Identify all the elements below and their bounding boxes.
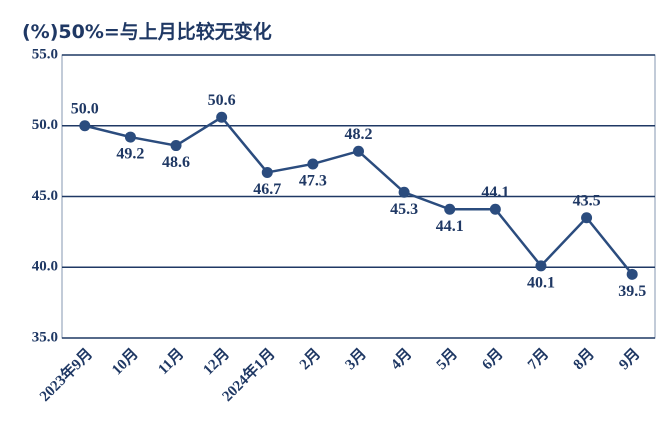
point <box>489 203 501 215</box>
value-label: 39.5 <box>618 283 646 300</box>
chart-title: (%)50%=与上月比较无变化 <box>22 20 272 43</box>
value-label: 46.7 <box>253 181 281 198</box>
y-tick-label: 35.0 <box>32 329 58 345</box>
point <box>353 145 364 157</box>
point <box>170 140 182 152</box>
point <box>581 212 593 224</box>
value-label: 48.6 <box>162 154 190 171</box>
x-tick-label: 4月 <box>387 345 415 373</box>
point <box>535 260 547 272</box>
y-tick-label: 50.0 <box>32 117 58 133</box>
point <box>79 120 91 132</box>
value-label: 49.2 <box>116 146 144 163</box>
point <box>261 166 273 178</box>
y-tick-label: 40.0 <box>32 259 58 275</box>
value-label: 50.6 <box>208 92 236 109</box>
point <box>626 268 638 280</box>
x-tick-label: 2023年9月 <box>36 345 96 405</box>
x-tick-label: 9月 <box>616 345 644 373</box>
value-label: 43.5 <box>573 192 601 209</box>
x-tick-label: 8月 <box>570 345 598 373</box>
point <box>398 186 410 198</box>
point <box>124 131 136 143</box>
x-tick-label: 12月 <box>200 345 233 378</box>
x-tick-label: 3月 <box>342 345 370 373</box>
point <box>444 203 456 215</box>
point <box>307 158 319 170</box>
value-label: 40.1 <box>527 275 555 292</box>
value-label: 45.3 <box>390 201 418 218</box>
x-tick-label: 5月 <box>433 345 461 373</box>
value-label: 50.0 <box>71 100 99 117</box>
value-label: 48.2 <box>345 126 373 143</box>
y-tick-label: 45.0 <box>32 188 58 204</box>
value-label: 47.3 <box>299 173 327 190</box>
x-tick-label: 11月 <box>155 345 188 378</box>
x-tick-label: 10月 <box>108 345 141 378</box>
value-label: 44.1 <box>436 218 464 235</box>
point <box>216 111 228 123</box>
x-tick-label: 2月 <box>296 345 324 373</box>
x-tick-label: 6月 <box>479 345 507 373</box>
value-label: 44.1 <box>481 184 509 201</box>
x-tick-label: 7月 <box>524 345 552 373</box>
y-tick-label: 55.0 <box>32 46 58 62</box>
